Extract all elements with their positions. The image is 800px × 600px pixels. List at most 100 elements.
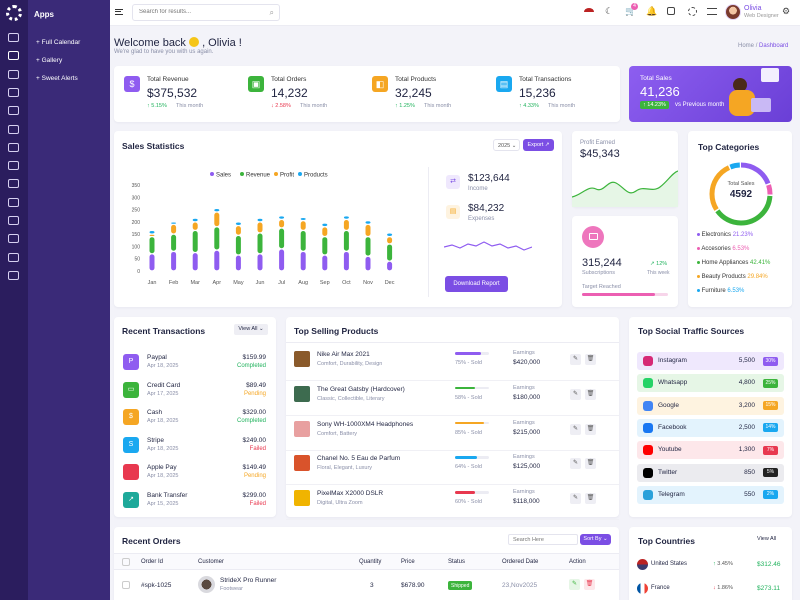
year-select[interactable]: 2025 ⌄: [493, 139, 520, 151]
edit-icon[interactable]: ✎: [570, 458, 581, 470]
menu-toggle-icon[interactable]: [115, 9, 123, 15]
apps-icon[interactable]: [688, 7, 697, 16]
delete-icon[interactable]: 🗑: [585, 354, 596, 365]
panel-item-gallery[interactable]: + Gallery: [36, 57, 63, 64]
col-action[interactable]: Action: [569, 559, 586, 565]
col-quantity[interactable]: Quantity: [359, 559, 382, 565]
list-icon[interactable]: [707, 8, 717, 15]
settings-gear-icon[interactable]: ⚙: [782, 6, 791, 16]
breadcrumb-home[interactable]: Home: [738, 43, 755, 49]
delete-icon[interactable]: 🗑: [584, 579, 595, 590]
table-row[interactable]: Sony WH-1000XM4 Headphones Comfort, Batt…: [286, 417, 619, 451]
edit-icon[interactable]: ✎: [570, 388, 581, 400]
cart-icon[interactable]: 🛒: [625, 6, 637, 16]
list-item[interactable]: ▭ Credit Card Apr 17, 2025 $89.49 Pendin…: [114, 380, 276, 402]
social-pct-badge: 30%: [763, 356, 778, 366]
puzzle-icon[interactable]: [8, 270, 19, 280]
topbar: ⌕ ☾ 🛒 4 🔔 Olivia Web Designer ⚙: [110, 0, 800, 26]
orders-search-input[interactable]: [513, 537, 573, 543]
list-item[interactable]: France ↓ 1.86% $273.11: [629, 581, 792, 599]
layers-icon[interactable]: [8, 69, 19, 79]
bar-segment: [300, 221, 306, 230]
export-button[interactable]: Export ↗: [523, 139, 554, 151]
file-icon[interactable]: [8, 106, 19, 116]
breadcrumb: Home / Dashboard: [738, 43, 789, 49]
list-item[interactable]: Apple Pay Apr 18, 2025 $149.49 Pending: [114, 462, 276, 484]
database-icon[interactable]: [8, 124, 19, 134]
panel-item-full-calendar[interactable]: + Full Calendar: [36, 39, 81, 46]
col-ordered-date[interactable]: Ordered Date: [502, 559, 539, 565]
countries-view-all[interactable]: View All: [757, 536, 777, 542]
table-row[interactable]: PixelMax X2000 DSLR Digital, Ultra Zoom …: [286, 486, 619, 521]
list-item[interactable]: ↗ Bank Transfer Apr 15, 2025 $299.00 Fai…: [114, 490, 276, 512]
shield-icon[interactable]: [8, 161, 19, 171]
y-tick-label: 250: [132, 208, 141, 214]
list-item[interactable]: Whatsapp 4,800 25%: [637, 374, 784, 393]
table-icon[interactable]: [8, 234, 19, 244]
sold-progress: [455, 456, 489, 459]
col-customer[interactable]: Customer: [198, 559, 225, 565]
logo-icon[interactable]: [6, 5, 22, 21]
category-name: Electronics: [701, 232, 732, 238]
list-item[interactable]: S Stripe Apr 18, 2025 $249.00 Failed: [114, 435, 276, 457]
delete-icon[interactable]: 🗑: [585, 458, 596, 470]
view-all-dropdown[interactable]: View All ⌄: [234, 324, 268, 335]
download-report-button[interactable]: Download Report: [445, 276, 508, 292]
edit-icon[interactable]: ✎: [570, 423, 581, 435]
sort-by-button[interactable]: Sort By ⌄: [580, 534, 611, 545]
col-status[interactable]: Status: [448, 559, 466, 565]
stat-note: This month: [424, 103, 452, 109]
flag-us-icon[interactable]: [584, 8, 594, 16]
delete-icon[interactable]: 🗑: [585, 423, 596, 435]
category-item: Electronics 21.23%: [697, 232, 753, 238]
table-row[interactable]: Nike Air Max 2021 Comfort, Durability, D…: [286, 347, 619, 381]
product-sold: 75% - Sold: [455, 360, 482, 366]
youtube-icon: [643, 445, 653, 456]
dashboard-icon[interactable]: [8, 33, 19, 42]
list-item[interactable]: Twitter 850 5%: [637, 463, 784, 482]
delete-icon[interactable]: 🗑: [585, 493, 596, 505]
delete-icon[interactable]: 🗑: [585, 388, 596, 400]
list-item[interactable]: Google 3,200 15%: [637, 396, 784, 415]
list-item[interactable]: Telegram 550 2%: [637, 485, 784, 504]
search-box[interactable]: ⌕: [132, 4, 280, 21]
bar-segment: [387, 261, 393, 271]
earnings-label: Earnings: [513, 454, 535, 461]
list-item[interactable]: $ Cash Apr 18, 2025 $329.00 Completed: [114, 407, 276, 429]
list-item[interactable]: P Paypal Apr 18, 2025 $159.99 Completed: [114, 352, 276, 374]
grid-icon[interactable]: [8, 51, 19, 61]
edit-icon[interactable]: ✎: [570, 493, 581, 505]
moon-icon[interactable]: ☾: [605, 6, 614, 16]
panel-title: Apps: [34, 10, 54, 19]
panel-item-sweet-alerts[interactable]: + Sweet Alerts: [36, 75, 78, 82]
calendar-icon[interactable]: [8, 216, 19, 225]
avatar[interactable]: [725, 4, 741, 20]
social-pct-badge: 15%: [763, 401, 778, 411]
search-input[interactable]: [139, 9, 259, 15]
table-row[interactable]: Chanel No. 5 Eau de Parfum Floral, Elega…: [286, 451, 619, 486]
stack-icon[interactable]: [8, 197, 19, 207]
tag-icon[interactable]: [8, 179, 19, 189]
subscriptions-label: Subscriptions: [582, 270, 616, 276]
list-item[interactable]: Instagram 5,500 30%: [637, 352, 784, 370]
row-checkbox[interactable]: [122, 581, 130, 589]
edit-icon[interactable]: ✎: [570, 354, 581, 365]
edit-icon[interactable]: ✎: [569, 579, 580, 590]
bell-icon[interactable]: 🔔: [646, 6, 658, 16]
table-row[interactable]: The Great Gatsby (Hardcover) Classic, Co…: [286, 382, 619, 416]
order-id[interactable]: #spk-1025: [141, 582, 172, 589]
select-all-checkbox[interactable]: [122, 558, 130, 566]
category-item: Home Appliances 42.41%: [697, 260, 770, 266]
box-icon[interactable]: [8, 87, 19, 97]
list-item[interactable]: Facebook 2,500 14%: [637, 418, 784, 437]
col-order-id[interactable]: Order Id: [141, 559, 164, 565]
social-value: 550: [744, 490, 755, 498]
fullscreen-icon[interactable]: [667, 7, 675, 15]
info-icon[interactable]: [8, 142, 19, 152]
list-item[interactable]: United States ↑ 3.45% $312.46: [629, 557, 792, 575]
map-icon[interactable]: [8, 252, 19, 262]
col-price[interactable]: Price: [401, 559, 415, 565]
stripe-icon: S: [123, 436, 139, 453]
orders-search-box[interactable]: [508, 534, 578, 545]
list-item[interactable]: Youtube 1,300 7%: [637, 441, 784, 460]
